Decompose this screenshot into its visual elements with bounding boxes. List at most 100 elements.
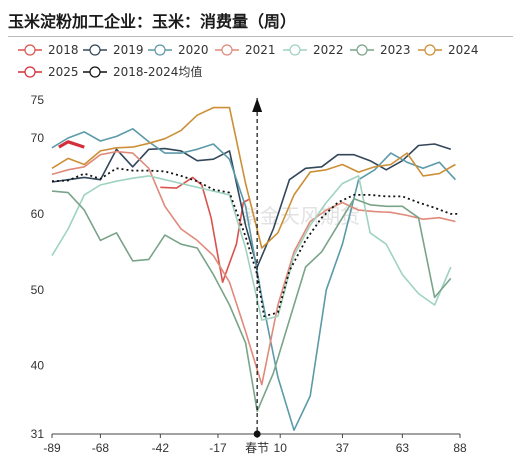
data-point-2024 (405, 152, 408, 155)
data-point-2023 (228, 303, 231, 306)
data-point-2024 (357, 171, 360, 174)
data-point-2018 (159, 186, 162, 189)
data-point-2020 (325, 288, 328, 291)
legend-swatch-marker (89, 66, 101, 78)
data-point-2020 (99, 139, 102, 142)
data-point-2023 (147, 258, 150, 261)
data-point-2019 (131, 165, 134, 168)
data-point-2023 (196, 246, 199, 249)
data-point-2021 (405, 214, 408, 217)
series-line-2025 (58, 140, 85, 149)
data-point-2022 (276, 315, 279, 318)
x-tick-label: 37 (336, 441, 350, 455)
data-point-2018-2024均值 (304, 239, 307, 242)
x-tick-label: 88 (453, 441, 467, 455)
data-point-2021 (422, 218, 425, 221)
data-point-2023 (417, 216, 420, 219)
data-point-2018-2024均值 (131, 169, 134, 172)
x-tick-label: -42 (152, 441, 170, 455)
data-point-2021 (228, 281, 231, 284)
data-point-2024 (50, 167, 53, 170)
data-point-2023 (256, 410, 259, 413)
data-point-2019 (244, 224, 247, 227)
data-point-2024 (325, 168, 328, 171)
legend-swatch-marker (424, 44, 436, 56)
data-point-2018-2024均值 (228, 191, 231, 194)
data-point-2021 (196, 239, 199, 242)
legend-swatch-marker (289, 44, 301, 56)
series-line-2018 (160, 176, 251, 283)
legend-label: 2025 (48, 65, 79, 79)
data-point-2020 (50, 146, 53, 149)
data-point-2021 (260, 383, 263, 386)
data-point-2025 (83, 145, 86, 148)
data-point-2019 (147, 148, 150, 151)
data-point-2023 (449, 277, 452, 280)
data-point-2018-2024均值 (163, 170, 166, 173)
data-point-2023 (83, 208, 86, 211)
data-point-2022 (417, 292, 420, 295)
data-point-2020 (276, 375, 279, 378)
data-point-2021 (115, 150, 118, 153)
y-tick-label: 40 (31, 359, 45, 373)
data-point-2021 (325, 208, 328, 211)
data-point-2018-2024均值 (288, 269, 291, 272)
data-point-2023 (369, 203, 372, 206)
watermark: 紫金天风期货 (240, 204, 360, 228)
data-point-2022 (50, 254, 53, 257)
series-layer (50, 106, 461, 431)
legend-swatch-marker (221, 44, 233, 56)
data-point-2020 (228, 158, 231, 161)
data-point-2018-2024均值 (276, 311, 279, 314)
legend-swatch-marker (154, 44, 166, 56)
data-point-2023 (352, 197, 355, 200)
data-point-2021 (389, 211, 392, 214)
data-point-2022 (179, 182, 182, 185)
legend-label: 2018-2024均值 (113, 64, 202, 79)
data-point-2020 (373, 168, 376, 171)
data-point-2024 (147, 142, 150, 145)
x-tick-label: -17 (209, 441, 227, 455)
data-point-2023 (179, 243, 182, 246)
data-point-2024 (438, 172, 441, 175)
data-point-2019 (433, 142, 436, 145)
data-point-2024 (454, 163, 457, 166)
y-tick-label: 60 (31, 207, 45, 221)
data-point-2023 (99, 239, 102, 242)
x-tick-label: 10 (274, 441, 288, 455)
data-point-2021 (212, 254, 215, 257)
legend-label: 2018 (48, 43, 79, 57)
data-point-2023 (115, 231, 118, 234)
legend: 2018 2019 2020 2021 2022 2023 2024 2025 2018-202… (18, 43, 479, 79)
data-point-2022 (385, 243, 388, 246)
data-point-2018-2024均值 (352, 193, 355, 196)
data-point-2019 (352, 153, 355, 156)
data-point-2022 (99, 183, 102, 186)
data-point-2020 (309, 394, 312, 397)
data-point-2018 (235, 243, 238, 246)
data-point-2019 (163, 147, 166, 150)
series-line-2022 (51, 175, 452, 321)
data-point-2021 (357, 208, 360, 211)
data-point-2021 (244, 330, 247, 333)
data-point-2019 (288, 178, 291, 181)
legend-item-2020: 2020 (148, 43, 209, 57)
data-point-2022 (196, 186, 199, 189)
data-point-2020 (67, 136, 70, 139)
legend-item-2019: 2019 (83, 43, 144, 57)
x-tick-label: 63 (396, 441, 410, 455)
data-point-2019 (228, 149, 231, 152)
data-point-2020 (422, 167, 425, 170)
legend-label: 2021 (245, 43, 276, 57)
data-point-2018-2024均值 (458, 212, 461, 215)
data-point-2024 (276, 231, 279, 234)
legend-item-2018-2024均值: 2018-2024均值 (83, 64, 202, 79)
data-point-2018-2024均值 (385, 195, 388, 198)
data-point-2020 (163, 152, 166, 155)
data-point-2024 (131, 145, 134, 148)
series-line-2021 (51, 150, 456, 386)
data-point-2018-2024均值 (212, 188, 215, 191)
data-point-2022 (244, 246, 247, 249)
legend-swatch-marker (24, 44, 36, 56)
